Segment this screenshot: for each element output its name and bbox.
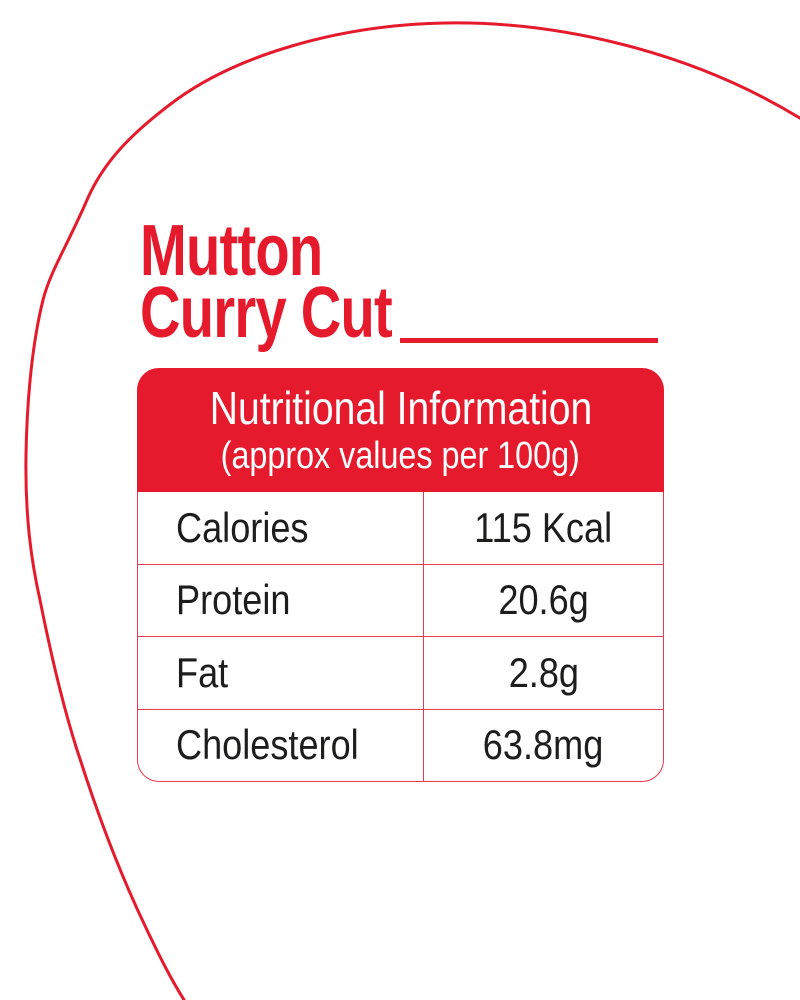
nutrition-table: Calories 115 Kcal Protein 20.6g Fat 2.8g… (137, 492, 664, 782)
nutrition-card-header: Nutritional Information (approx values p… (137, 368, 664, 492)
nutrition-header-title: Nutritional Information (209, 382, 592, 434)
row-label: Cholesterol (176, 721, 359, 769)
product-title-line1: Mutton (140, 211, 323, 291)
table-row-protein: Protein 20.6g (138, 564, 663, 637)
table-row-calories: Calories 115 Kcal (138, 492, 663, 565)
row-value: 2.8g (423, 637, 663, 709)
row-label: Protein (176, 576, 291, 624)
row-label: Calories (176, 503, 309, 551)
title-underline (400, 338, 658, 343)
table-row-cholesterol: Cholesterol 63.8mg (138, 709, 663, 781)
nutrition-card: Nutritional Information (approx values p… (137, 368, 664, 782)
nutrition-header-subtitle: (approx values per 100g) (220, 435, 581, 477)
row-value: 115 Kcal (423, 492, 663, 564)
row-label: Fat (176, 648, 229, 696)
product-title-line2: Curry Cut (140, 273, 393, 353)
product-title: Mutton Curry Cut (140, 211, 463, 353)
table-row-fat: Fat 2.8g (138, 637, 663, 710)
row-value: 20.6g (423, 564, 663, 636)
row-value: 63.8mg (423, 709, 663, 781)
